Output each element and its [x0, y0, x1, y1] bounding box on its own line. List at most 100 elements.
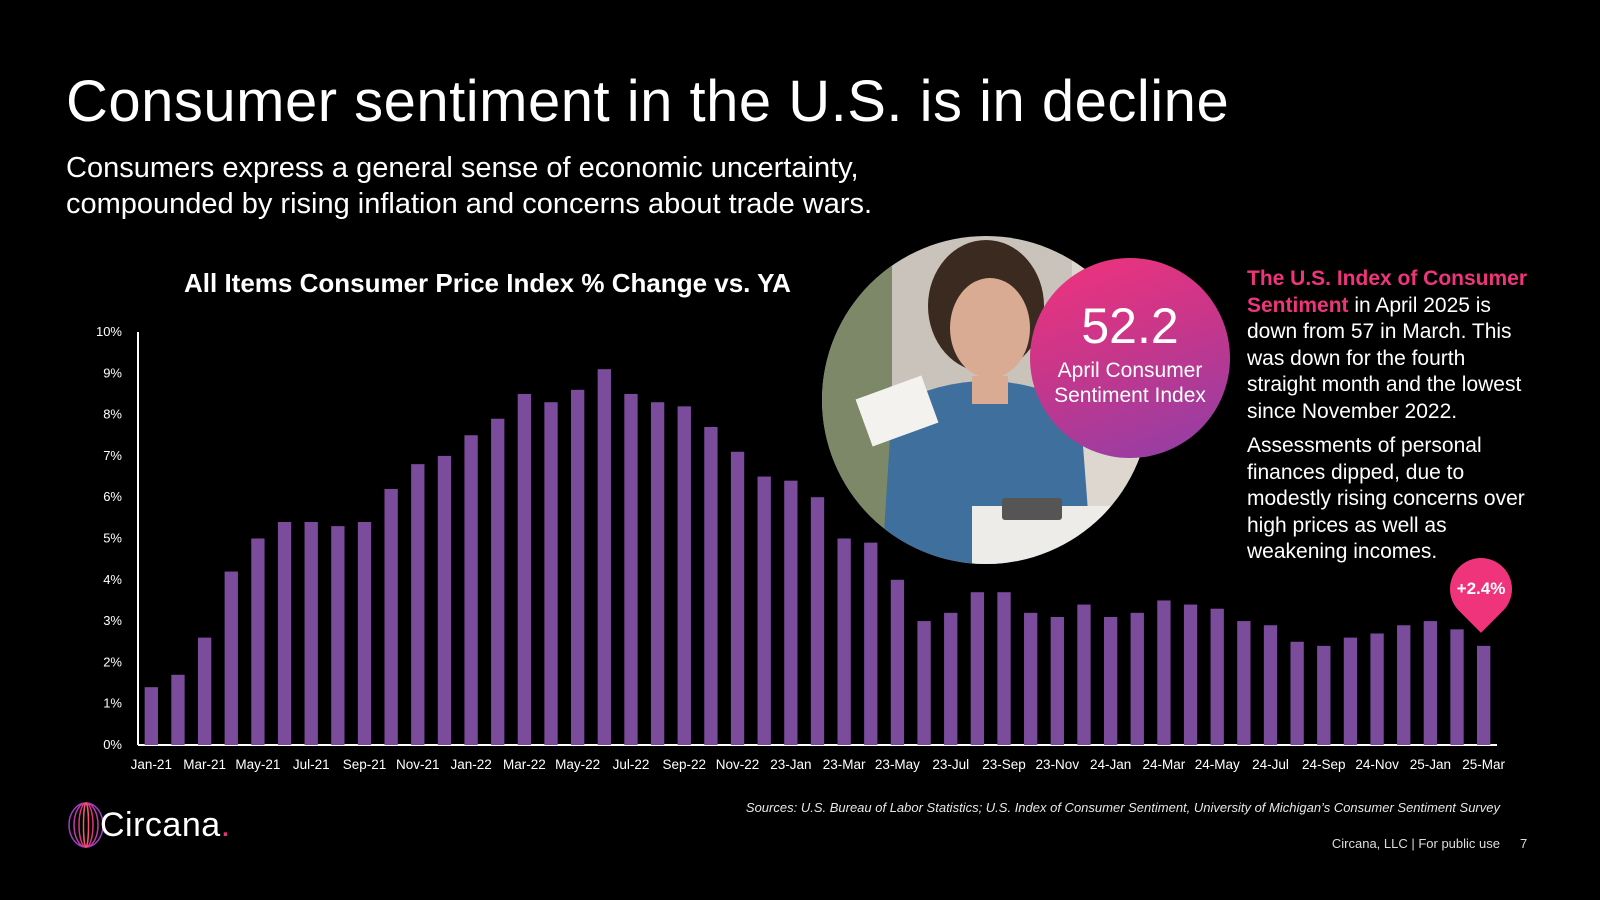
x-tick-label: Jul-22 — [613, 757, 650, 772]
x-tick-label: Sep-21 — [343, 757, 387, 772]
sentiment-commentary: The U.S. Index of Consumer Sentiment in … — [1247, 266, 1537, 574]
bar-25-Mar — [1477, 645, 1491, 745]
latest-value-callout: +2.4% — [1456, 579, 1506, 598]
x-tick-label: Jan-22 — [450, 757, 491, 772]
footer-text: Circana, LLC | For public use — [1331, 836, 1500, 851]
bar-24-Sep — [1317, 645, 1331, 745]
y-tick-label: 3% — [103, 613, 122, 628]
sentiment-index-label-line2: Sentiment Index — [1054, 384, 1206, 407]
bar-24-Nov — [1370, 633, 1384, 745]
y-tick-label: 0% — [103, 737, 122, 752]
bar-25-Jan — [1423, 621, 1438, 745]
x-tick-label: Nov-22 — [716, 757, 760, 772]
bar-Oct-21 — [384, 488, 398, 745]
x-tick-label: 24-Jan — [1090, 757, 1131, 772]
page-number: 7 — [1520, 836, 1528, 851]
bar-Jan-22 — [464, 435, 478, 745]
bar-Apr-22 — [544, 402, 558, 745]
bar-24-May — [1210, 608, 1224, 745]
x-tick-label: 25-Jan — [1410, 757, 1451, 772]
x-tick-label: Jan-21 — [131, 757, 172, 772]
bar-24-Mar — [1157, 600, 1171, 745]
x-tick-label: 23-Nov — [1036, 757, 1080, 772]
bar-23-Apr — [864, 542, 878, 745]
y-tick-label: 8% — [103, 407, 122, 422]
bar-24-Dec — [1397, 625, 1411, 745]
y-tick-label: 9% — [103, 365, 122, 380]
bar-Oct-22 — [704, 426, 718, 745]
sentiment-index-value: 52.2 — [1081, 298, 1179, 354]
bar-Aug-22 — [650, 402, 665, 745]
x-tick-label: 23-Mar — [823, 757, 866, 772]
x-tick-label: May-21 — [235, 757, 280, 772]
x-tick-label: Nov-21 — [396, 757, 440, 772]
x-tick-label: Mar-21 — [183, 757, 226, 772]
bar-24-Jun — [1237, 621, 1251, 745]
bar-Jul-22 — [624, 393, 638, 745]
bar-23-Nov — [1050, 616, 1064, 745]
x-tick-label: 24-May — [1195, 757, 1240, 772]
bar-23-May — [890, 579, 905, 745]
bar-23-Dec — [1077, 604, 1091, 745]
bar-23-Mar — [837, 538, 851, 745]
bar-Mar-22 — [517, 393, 532, 745]
bar-Feb-22 — [491, 418, 505, 745]
bar-Jun-21 — [277, 521, 292, 745]
bar-24-Jul — [1263, 625, 1278, 745]
sentiment-index-badge: 52.2 April Consumer Sentiment Index — [1030, 258, 1230, 458]
x-tick-label: Jul-21 — [293, 757, 330, 772]
x-tick-label: 23-May — [875, 757, 920, 772]
bar-Sep-21 — [357, 521, 372, 745]
x-tick-label: 24-Nov — [1355, 757, 1399, 772]
brand-name-dot: . — [220, 806, 231, 844]
bar-Jun-22 — [597, 369, 611, 745]
y-tick-label: 7% — [103, 448, 122, 463]
page-title: Consumer sentiment in the U.S. is in dec… — [66, 69, 1230, 134]
bar-Dec-22 — [757, 476, 771, 745]
sources-note: Sources: U.S. Bureau of Labor Statistics… — [745, 800, 1500, 815]
bar-23-Aug — [970, 592, 985, 745]
y-tick-label: 4% — [103, 572, 122, 587]
x-tick-label: 23-Jan — [770, 757, 811, 772]
y-tick-label: 6% — [103, 489, 122, 504]
bar-Sep-22 — [677, 406, 691, 745]
bar-23-Jun — [917, 621, 931, 745]
bar-Nov-21 — [411, 464, 425, 745]
y-tick-label: 10% — [96, 324, 122, 339]
commentary-highlight: The U.S. Index of Consumer Sentiment — [1247, 267, 1528, 317]
page-subtitle: Consumers express a general sense of eco… — [66, 152, 873, 220]
bar-Nov-22 — [730, 451, 745, 745]
bar-Jul-21 — [304, 521, 318, 745]
bar-23-Feb — [810, 497, 825, 745]
y-tick-label: 5% — [103, 531, 122, 546]
x-tick-label: 23-Jul — [932, 757, 969, 772]
bar-Feb-21 — [171, 674, 185, 745]
bar-May-21 — [251, 538, 265, 745]
bar-24-Oct — [1343, 637, 1358, 745]
sentiment-index-label-line1: April Consumer — [1057, 359, 1203, 382]
x-tick-label: 23-Sep — [982, 757, 1026, 772]
bar-Mar-21 — [197, 637, 212, 745]
x-tick-label: May-22 — [555, 757, 600, 772]
bar-Dec-21 — [437, 455, 452, 745]
x-tick-label: Sep-22 — [662, 757, 706, 772]
bar-Apr-21 — [224, 571, 238, 745]
y-tick-label: 2% — [103, 654, 122, 669]
bar-Jan-21 — [144, 687, 158, 745]
commentary-paragraph-1: The U.S. Index of Consumer Sentiment in … — [1247, 266, 1537, 425]
bar-23-Jul — [944, 612, 958, 745]
commentary-paragraph-2: Assessments of personal finances dipped,… — [1247, 434, 1525, 563]
commentary-text-1: in April 2025 is down from 57 in March. … — [1247, 293, 1522, 423]
bar-24-Apr — [1183, 604, 1198, 745]
x-tick-label: 25-Mar — [1462, 757, 1505, 772]
bar-23-Oct — [1024, 612, 1038, 745]
bar-Aug-21 — [331, 526, 345, 745]
bar-24-Jan — [1103, 616, 1118, 745]
bar-23-Sep — [997, 592, 1011, 745]
circana-logo-icon — [68, 802, 104, 848]
x-tick-label: 24-Sep — [1302, 757, 1346, 772]
brand-name-text: Circana — [100, 806, 221, 844]
bar-24-Aug — [1290, 641, 1304, 745]
bar-23-Jan — [784, 480, 798, 745]
